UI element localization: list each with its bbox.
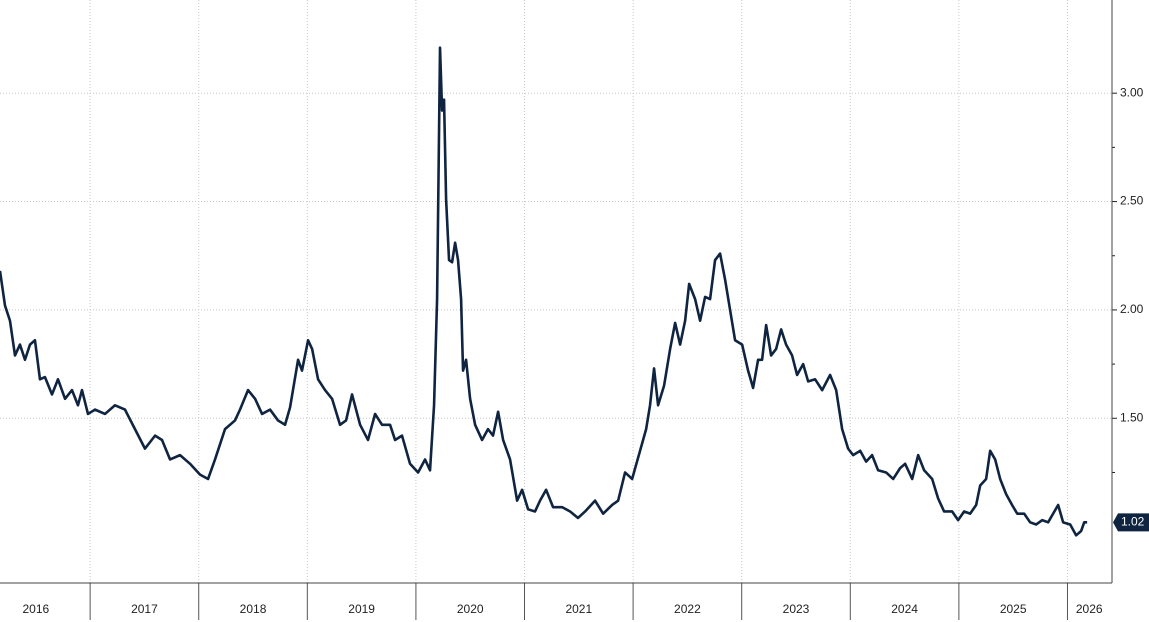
- last-value-label: 1.02: [1121, 514, 1145, 528]
- x-tick-label: 2023: [783, 602, 810, 616]
- x-tick-label: 2018: [240, 602, 267, 616]
- y-tick-label: 1.50: [1120, 410, 1144, 424]
- last-value-box: [1113, 513, 1149, 532]
- y-tick-label: 2.00: [1120, 302, 1144, 316]
- x-tick-label: 2020: [457, 602, 484, 616]
- y-tick-label: 2.50: [1120, 194, 1144, 208]
- x-tick-label: 2024: [891, 602, 918, 616]
- y-tick-label: 3.00: [1120, 85, 1144, 99]
- x-tick-label: 2017: [131, 602, 158, 616]
- x-tick-label: 2022: [674, 602, 701, 616]
- x-tick-label: 2026: [1076, 602, 1103, 616]
- x-tick-label: 2019: [348, 602, 375, 616]
- x-tick-label: 2016: [22, 602, 49, 616]
- line: [0, 46, 1088, 537]
- x-tick-label: 2021: [565, 602, 592, 616]
- x-tick-label: 2025: [1000, 602, 1027, 616]
